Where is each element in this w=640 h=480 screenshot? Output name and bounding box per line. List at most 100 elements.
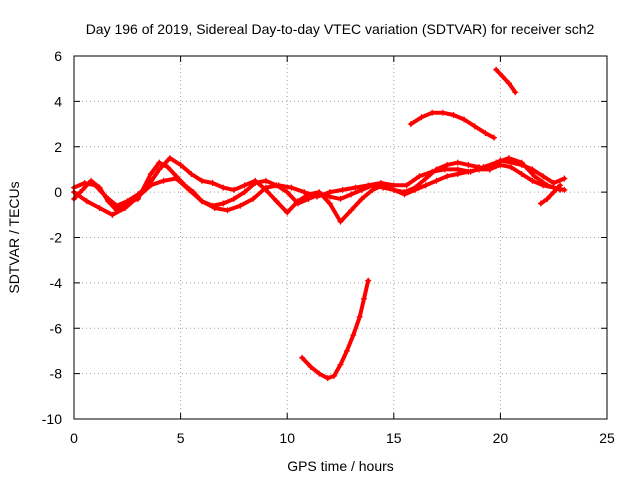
data-point <box>360 295 367 302</box>
data-point <box>198 177 205 184</box>
data-point <box>299 354 306 361</box>
x-tick-label: 5 <box>177 430 185 446</box>
data-point <box>482 130 489 137</box>
data-point <box>250 195 257 202</box>
data-point <box>422 182 429 189</box>
data-point <box>491 134 498 141</box>
data-point <box>109 211 116 218</box>
y-axis-label: SDTVAR / TECUs <box>6 181 22 293</box>
data-point <box>96 205 103 212</box>
data-point <box>429 168 436 175</box>
data-point <box>177 161 184 168</box>
y-tick-label: -4 <box>50 275 63 291</box>
y-tick-label: 6 <box>54 48 62 64</box>
series-trace <box>300 278 371 381</box>
x-tick-label: 15 <box>386 430 402 446</box>
data-point <box>439 109 446 116</box>
series-trace <box>72 156 563 217</box>
data-point <box>79 186 86 193</box>
y-tick-label: -10 <box>42 411 62 427</box>
data-points <box>71 66 568 382</box>
data-point <box>209 180 216 187</box>
data-point <box>433 177 440 184</box>
data-point <box>314 193 321 200</box>
data-point <box>102 193 109 200</box>
data-point <box>537 200 544 207</box>
data-point <box>241 182 248 189</box>
data-point <box>134 193 141 200</box>
data-point <box>252 177 259 184</box>
data-point <box>241 189 248 196</box>
data-point <box>186 186 193 193</box>
grid <box>74 56 607 419</box>
series-trace <box>408 110 496 140</box>
data-point <box>307 363 314 370</box>
data-point <box>365 277 372 284</box>
data-point <box>262 184 269 191</box>
data-point <box>164 164 171 171</box>
data-point <box>122 205 129 212</box>
data-point <box>188 170 195 177</box>
data-point <box>561 175 568 182</box>
data-point <box>403 182 410 189</box>
data-point <box>350 332 357 339</box>
data-point <box>237 202 244 209</box>
series-top-segment <box>493 66 519 96</box>
series-trace <box>494 67 518 95</box>
data-point <box>92 182 99 189</box>
data-point <box>220 184 227 191</box>
data-point <box>81 180 88 187</box>
data-point <box>544 182 551 189</box>
data-point <box>273 198 280 205</box>
data-point <box>465 161 472 168</box>
data-point <box>416 173 423 180</box>
data-point <box>444 173 451 180</box>
data-point <box>348 191 355 198</box>
data-point <box>166 155 173 162</box>
data-point <box>407 121 414 128</box>
data-point <box>326 200 333 207</box>
axis-ticks: 0 5 10 15 20 25 -10 -8 -6 -4 -2 0 2 4 6 <box>42 48 615 446</box>
data-point <box>331 372 338 379</box>
data-point <box>544 195 551 202</box>
data-point <box>412 184 419 191</box>
data-point <box>83 198 90 205</box>
x-tick-label: 20 <box>493 430 509 446</box>
data-point <box>211 205 218 212</box>
data-point <box>337 195 344 202</box>
data-point <box>550 180 557 187</box>
data-point <box>124 198 131 205</box>
data-point <box>441 166 448 173</box>
data-point <box>557 182 564 189</box>
data-point <box>156 159 163 166</box>
x-axis-label: GPS time / hours <box>287 458 394 474</box>
data-point <box>356 313 363 320</box>
data-point <box>337 361 344 368</box>
data-point <box>147 170 154 177</box>
data-point <box>224 207 231 214</box>
data-point <box>324 375 331 382</box>
data-point <box>429 109 436 116</box>
data-point <box>337 218 344 225</box>
data-point <box>518 170 525 177</box>
data-point <box>365 182 372 189</box>
data-point <box>173 175 180 182</box>
data-point <box>262 177 269 184</box>
data-point <box>505 155 512 162</box>
chart-title: Day 196 of 2019, Sidereal Day-to-day VTE… <box>86 21 595 37</box>
data-point <box>113 202 120 209</box>
y-tick-label: 0 <box>54 184 62 200</box>
data-point <box>198 198 205 205</box>
y-tick-label: 4 <box>54 93 62 109</box>
data-point <box>422 175 429 182</box>
data-point <box>390 182 397 189</box>
y-tick-label: -6 <box>50 320 63 336</box>
data-point <box>505 80 512 87</box>
y-tick-label: -8 <box>50 366 63 382</box>
data-point <box>378 180 385 187</box>
series-track-c <box>71 155 564 218</box>
series-tail-right <box>537 182 564 207</box>
data-point <box>529 177 536 184</box>
x-tick-label: 25 <box>599 430 615 446</box>
